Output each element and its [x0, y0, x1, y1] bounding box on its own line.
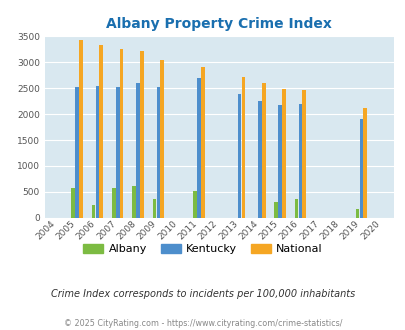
Bar	[278, 105, 281, 218]
Legend: Albany, Kentucky, National: Albany, Kentucky, National	[79, 239, 326, 258]
Bar	[355, 209, 358, 218]
Bar	[362, 108, 366, 218]
Bar	[258, 101, 261, 218]
Bar	[294, 199, 298, 218]
Bar	[261, 83, 265, 218]
Bar	[197, 78, 200, 218]
Bar	[71, 188, 75, 218]
Bar	[359, 119, 362, 218]
Bar	[200, 67, 204, 218]
Bar	[281, 89, 285, 218]
Text: Crime Index corresponds to incidents per 100,000 inhabitants: Crime Index corresponds to incidents per…	[51, 289, 354, 299]
Bar	[156, 86, 160, 218]
Bar	[298, 104, 301, 218]
Bar	[116, 86, 119, 218]
Text: © 2025 CityRating.com - https://www.cityrating.com/crime-statistics/: © 2025 CityRating.com - https://www.city…	[64, 319, 341, 328]
Bar	[302, 90, 305, 218]
Title: Albany Property Crime Index: Albany Property Crime Index	[106, 17, 331, 31]
Bar	[140, 51, 143, 218]
Bar	[237, 94, 241, 218]
Bar	[160, 60, 164, 218]
Bar	[132, 186, 136, 218]
Bar	[92, 205, 95, 218]
Bar	[119, 49, 123, 218]
Bar	[79, 41, 83, 218]
Bar	[136, 83, 139, 218]
Bar	[241, 77, 245, 218]
Bar	[99, 45, 103, 218]
Bar	[274, 202, 277, 218]
Bar	[152, 199, 156, 218]
Bar	[75, 86, 79, 218]
Bar	[193, 191, 196, 218]
Bar	[96, 85, 99, 218]
Bar	[112, 188, 115, 218]
